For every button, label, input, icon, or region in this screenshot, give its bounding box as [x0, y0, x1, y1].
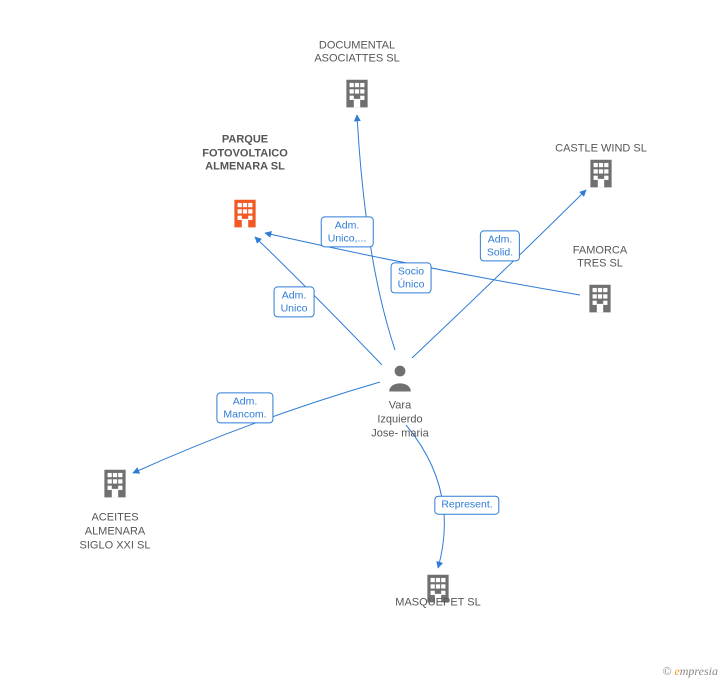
edge-label: Represent. — [434, 496, 499, 515]
brand-rest: mpresia — [680, 664, 718, 678]
edge-path — [412, 190, 586, 358]
node-label: Vara Izquierdo Jose- maria — [371, 400, 428, 441]
edge-label: Socio Único — [391, 262, 432, 293]
building-icon — [228, 196, 262, 230]
edge-label: Adm. Unico,... — [321, 216, 374, 247]
person-icon-wrap — [387, 364, 413, 397]
node-label: PARQUE FOTOVOLTAICO ALMENARA SL — [202, 133, 288, 174]
edge-label: Adm. Solid. — [480, 230, 520, 261]
person-icon — [387, 364, 413, 392]
building-icon-wrap — [340, 76, 374, 115]
node-famorca[interactable]: FAMORCA TRES SL — [540, 281, 660, 320]
building-icon — [98, 466, 132, 500]
copyright-symbol: © — [662, 664, 671, 678]
building-icon — [340, 76, 374, 110]
node-label: CASTLE WIND SL — [555, 143, 647, 157]
building-icon-wrap — [98, 466, 132, 505]
building-icon-wrap — [584, 156, 618, 195]
edge-label: Adm. Unico — [274, 286, 315, 317]
building-icon — [584, 156, 618, 190]
node-label: DOCUMENTAL ASOCIATTES SL — [314, 39, 399, 67]
building-icon — [583, 281, 617, 315]
building-icon-wrap — [228, 196, 262, 235]
node-center[interactable]: Vara Izquierdo Jose- maria — [340, 364, 460, 397]
copyright: © empresia — [662, 664, 718, 679]
node-aceites[interactable]: ACEITES ALMENARA SIGLO XXI SL — [55, 466, 175, 505]
building-icon-wrap — [583, 281, 617, 320]
node-masquepet[interactable]: MASQUEPET SL — [378, 571, 498, 610]
node-documental[interactable]: DOCUMENTAL ASOCIATTES SL — [297, 76, 417, 115]
node-label: MASQUEPET SL — [395, 597, 480, 611]
network-diagram: Vara Izquierdo Jose- maria DOCUMENTAL AS… — [0, 0, 728, 685]
edge-label: Adm. Mancom. — [216, 392, 273, 423]
node-parque[interactable]: PARQUE FOTOVOLTAICO ALMENARA SL — [185, 196, 305, 235]
node-castle[interactable]: CASTLE WIND SL — [541, 156, 661, 195]
node-label: FAMORCA TRES SL — [573, 244, 627, 272]
node-label: ACEITES ALMENARA SIGLO XXI SL — [80, 512, 151, 553]
